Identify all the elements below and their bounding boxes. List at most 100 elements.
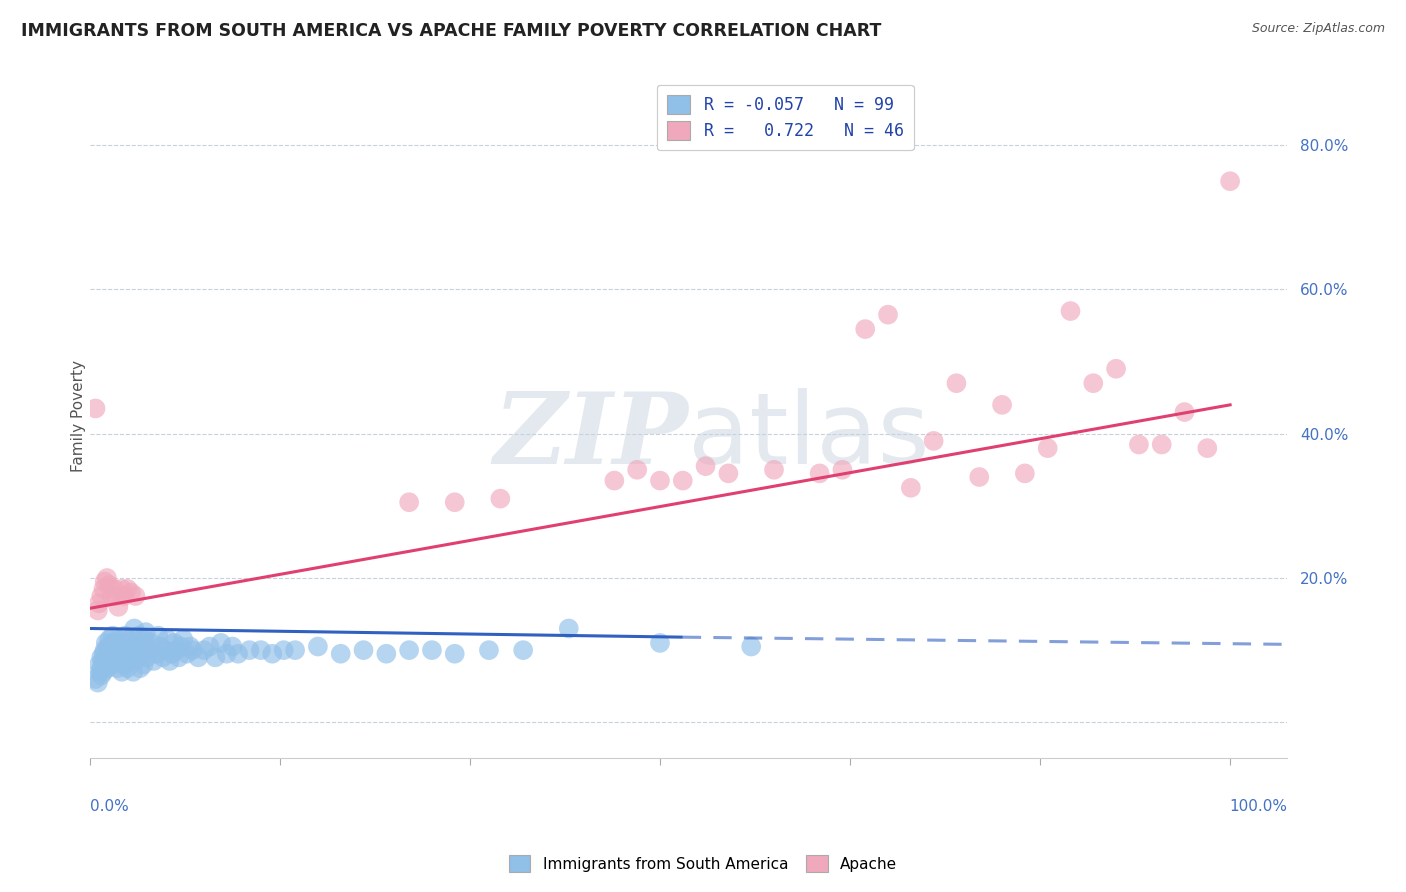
Point (1128, 437, 1150, 451)
Point (138, 643, 160, 657)
Y-axis label: Family Poverty: Family Poverty (72, 359, 86, 472)
Point (105, 589, 128, 603)
Point (187, 650, 209, 665)
Point (489, 491, 512, 506)
Point (1197, 441, 1219, 455)
Point (100, 647, 122, 661)
Text: atlas: atlas (689, 388, 931, 484)
Point (108, 654, 131, 668)
Point (124, 643, 146, 657)
Point (159, 654, 181, 668)
Point (238, 643, 260, 657)
Point (695, 459, 717, 474)
Legend: R = -0.057   N = 99, R =   0.722   N = 46: R = -0.057 N = 99, R = 0.722 N = 46 (657, 85, 914, 150)
Point (166, 643, 188, 657)
Point (101, 657, 124, 672)
Text: 0.0%: 0.0% (90, 799, 128, 814)
Point (96, 571, 118, 585)
Point (107, 599, 129, 614)
Point (104, 650, 127, 665)
Legend: Immigrants from South America, Apache: Immigrants from South America, Apache (502, 847, 904, 880)
Point (129, 661, 152, 675)
Point (91, 654, 114, 668)
Point (98, 578, 121, 592)
Point (877, 308, 900, 322)
Point (90, 650, 112, 665)
Point (307, 640, 329, 654)
Point (114, 629, 136, 643)
Point (967, 470, 990, 484)
Point (93, 643, 115, 657)
Point (93, 647, 115, 661)
Point (93, 582, 115, 596)
Point (148, 629, 170, 643)
Point (853, 322, 876, 336)
Point (118, 654, 141, 668)
Point (262, 647, 284, 661)
Point (122, 665, 145, 679)
Point (215, 647, 238, 661)
Point (90, 589, 112, 603)
Point (84, 401, 107, 416)
Point (398, 495, 420, 509)
Point (124, 654, 146, 668)
Point (420, 643, 443, 657)
Point (763, 463, 786, 477)
Point (93, 657, 115, 672)
Point (134, 632, 156, 647)
Point (991, 398, 1014, 412)
Point (100, 589, 122, 603)
Point (176, 647, 198, 661)
Point (172, 632, 194, 647)
Point (127, 650, 149, 665)
Point (103, 582, 125, 596)
Point (603, 474, 626, 488)
Point (117, 661, 139, 675)
Point (329, 647, 352, 661)
Point (558, 622, 581, 636)
Point (98, 632, 121, 647)
Point (167, 650, 190, 665)
Point (93, 574, 115, 589)
Point (181, 643, 204, 657)
Point (512, 643, 534, 657)
Point (128, 629, 150, 643)
Point (142, 654, 165, 668)
Point (90, 668, 112, 682)
Point (626, 463, 648, 477)
Point (105, 640, 128, 654)
Point (672, 474, 695, 488)
Point (135, 625, 157, 640)
Point (900, 481, 922, 495)
Point (478, 643, 501, 657)
Point (250, 643, 273, 657)
Point (152, 650, 174, 665)
Point (141, 636, 163, 650)
Point (101, 629, 124, 643)
Point (1150, 437, 1173, 451)
Point (1014, 467, 1036, 481)
Point (156, 632, 179, 647)
Point (198, 640, 221, 654)
Point (117, 582, 139, 596)
Point (87, 657, 110, 672)
Point (112, 650, 135, 665)
Point (112, 657, 135, 672)
Point (120, 647, 142, 661)
Point (110, 643, 132, 657)
Point (273, 643, 295, 657)
Point (96, 650, 118, 665)
Point (132, 657, 155, 672)
Point (1059, 304, 1081, 318)
Point (1105, 361, 1128, 376)
Point (170, 640, 193, 654)
Point (145, 647, 167, 661)
Point (1083, 376, 1105, 391)
Point (945, 376, 967, 391)
Point (96, 661, 118, 675)
Point (124, 589, 146, 603)
Point (375, 647, 398, 661)
Point (121, 640, 143, 654)
Point (209, 636, 232, 650)
Point (284, 643, 307, 657)
